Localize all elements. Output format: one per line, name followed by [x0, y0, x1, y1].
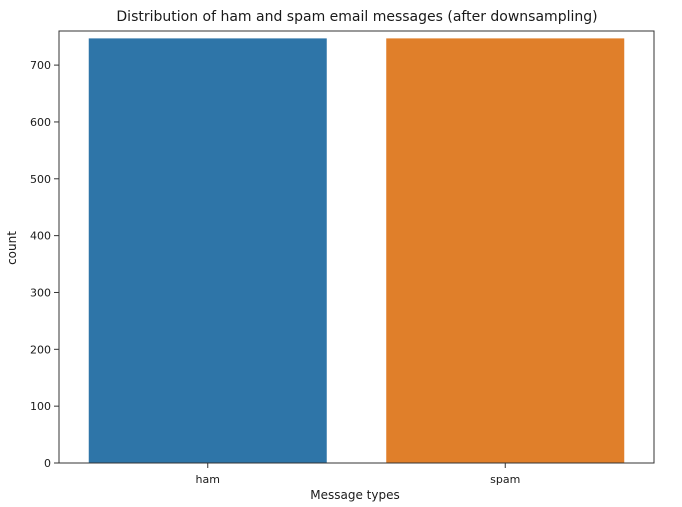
x-axis-label: Message types	[310, 488, 399, 502]
x-tick-label-spam: spam	[490, 473, 520, 486]
plot-area: ham spam 0 100 200 300 400 500 600 700	[30, 30, 655, 486]
y-tick-label-0: 0	[44, 457, 51, 470]
y-axis-label: count	[5, 231, 19, 265]
y-tick-label-200: 200	[30, 343, 51, 356]
y-tick-label-500: 500	[30, 173, 51, 186]
chart-title: Distribution of ham and spam email messa…	[116, 9, 597, 25]
bar-ham	[88, 38, 327, 464]
plot-frame	[58, 30, 655, 464]
y-tick-label-600: 600	[30, 116, 51, 129]
bar-spam	[386, 38, 625, 464]
y-tick-label-400: 400	[30, 230, 51, 243]
y-tick-label-300: 300	[30, 286, 51, 299]
y-tick-label-700: 700	[30, 59, 51, 72]
y-tick-label-100: 100	[30, 400, 51, 413]
x-tick-label-ham: ham	[196, 473, 220, 486]
